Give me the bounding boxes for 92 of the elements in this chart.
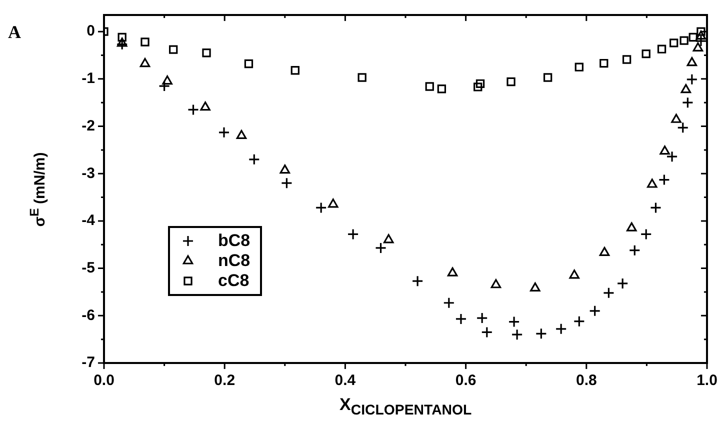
point [481, 326, 493, 338]
point [686, 74, 698, 86]
point [315, 202, 327, 214]
point [476, 312, 488, 324]
y-tick-label: -2 [82, 117, 95, 134]
point [347, 228, 359, 240]
y-tick-label: -7 [82, 354, 95, 372]
point [599, 246, 610, 256]
point [169, 45, 178, 54]
point [670, 38, 678, 48]
x-tick-label: 0.6 [455, 372, 476, 390]
point [696, 30, 706, 40]
point [589, 305, 601, 317]
point [328, 198, 338, 208]
legend-label: nC8 [218, 251, 250, 271]
point [600, 58, 608, 68]
point [692, 42, 704, 52]
point [455, 313, 467, 325]
point [688, 32, 698, 42]
point [640, 228, 652, 240]
point [628, 244, 640, 256]
point [555, 323, 567, 335]
point [280, 164, 290, 174]
point [660, 146, 670, 155]
point [506, 77, 516, 86]
point [437, 84, 446, 94]
point [602, 287, 615, 299]
legend-label: bC8 [218, 231, 250, 251]
point [443, 297, 455, 309]
point [374, 242, 387, 254]
point [187, 104, 200, 116]
point [569, 270, 580, 279]
point [682, 96, 694, 108]
point [696, 27, 706, 36]
point [140, 38, 150, 46]
point [490, 279, 502, 288]
point [642, 49, 650, 58]
point [695, 35, 707, 47]
point [622, 55, 632, 64]
point [530, 282, 540, 292]
point [543, 73, 552, 82]
point [650, 202, 662, 214]
y-tick-label: -1 [82, 70, 95, 88]
point [158, 80, 170, 92]
point [140, 58, 150, 68]
point [680, 84, 692, 94]
point [657, 44, 666, 54]
point [574, 62, 584, 72]
text: A [8, 22, 21, 43]
point [476, 79, 485, 88]
point [280, 177, 293, 189]
point [200, 102, 210, 111]
point [658, 174, 670, 186]
point [626, 222, 637, 232]
point [358, 73, 366, 82]
x-tick-label: 0.2 [214, 372, 236, 390]
point [244, 59, 254, 68]
x-tick-label: 0.8 [576, 372, 597, 390]
point [686, 57, 698, 66]
point [616, 278, 628, 290]
point [218, 126, 230, 138]
point [412, 275, 424, 287]
point [162, 75, 172, 85]
x-tick-label: 1.0 [696, 372, 718, 390]
point [666, 150, 678, 162]
point [508, 316, 520, 328]
x-tick-label: 0.0 [94, 372, 114, 390]
legend-label: cC8 [218, 271, 250, 291]
point [677, 122, 689, 134]
point [290, 66, 300, 75]
x-axis-title: X$_{CICLOPENTANOL}$ [340, 395, 472, 418]
point [511, 328, 523, 340]
x-tick-label: 0.4 [334, 372, 356, 390]
point [573, 316, 585, 328]
point [671, 114, 682, 123]
point [383, 234, 394, 244]
point [680, 36, 688, 45]
point [248, 154, 260, 166]
point [118, 32, 126, 42]
y-tick-label: -4 [82, 212, 96, 230]
point [236, 130, 247, 140]
point [474, 82, 482, 92]
y-tick-label: 0 [86, 22, 95, 40]
point [535, 328, 547, 340]
point [425, 82, 434, 91]
point [447, 267, 458, 276]
y-tick-label: -3 [82, 164, 95, 182]
point [116, 38, 128, 47]
y-tick-label: -5 [82, 259, 95, 276]
y-tick-label: -6 [82, 306, 95, 324]
point [646, 178, 658, 188]
point [202, 48, 211, 58]
